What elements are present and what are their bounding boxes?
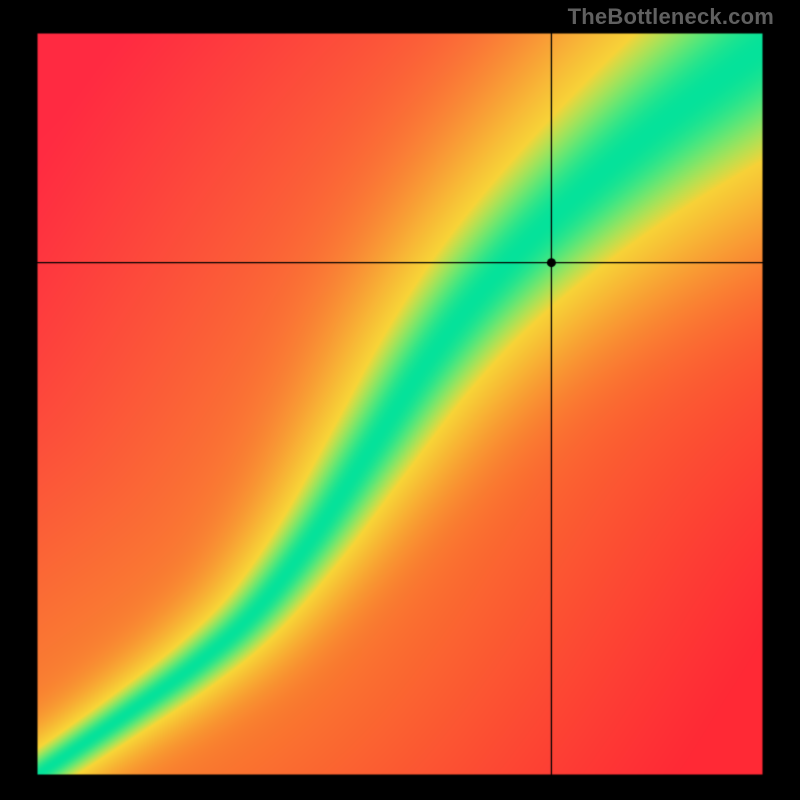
bottleneck-heatmap — [0, 0, 800, 800]
watermark-text: TheBottleneck.com — [568, 4, 774, 30]
